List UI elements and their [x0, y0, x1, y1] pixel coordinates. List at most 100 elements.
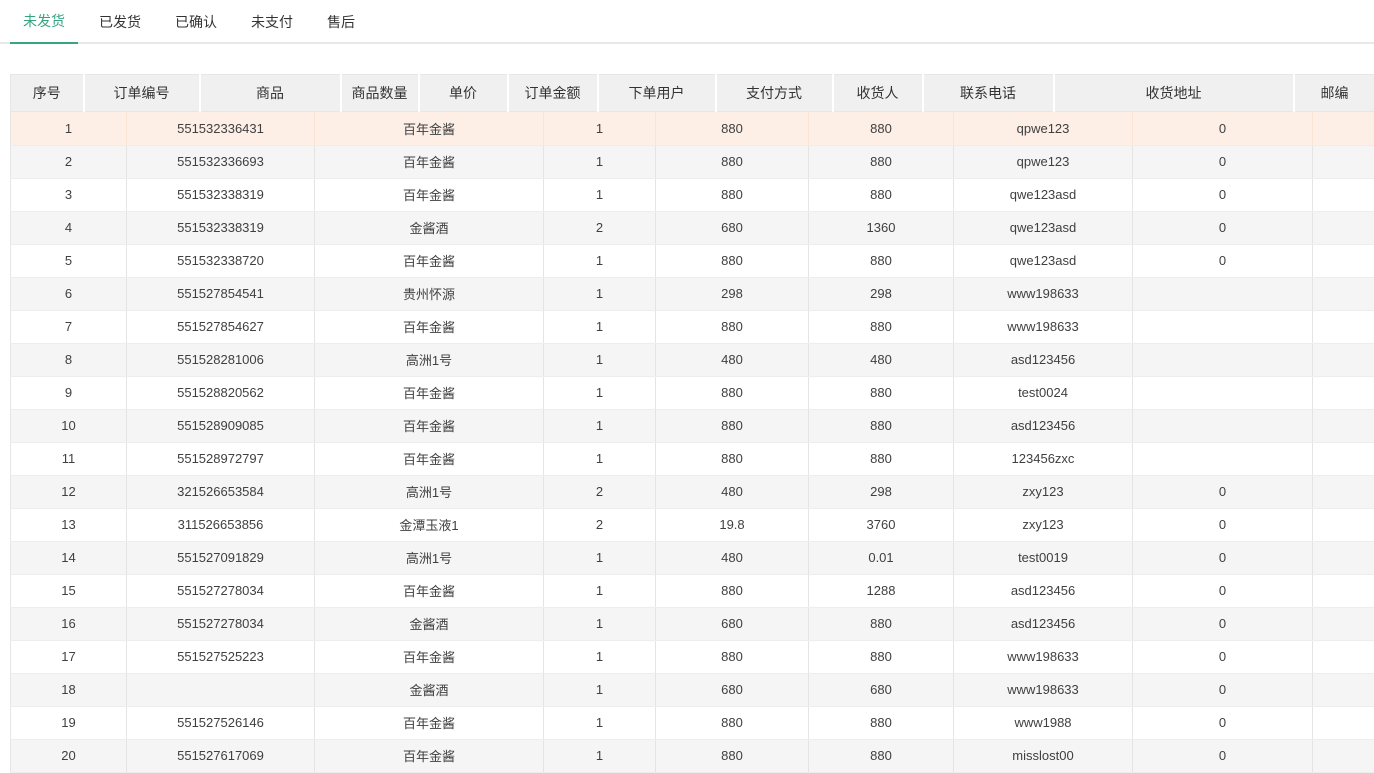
table-cell: 金酱酒: [315, 607, 544, 640]
table-cell: [1313, 310, 1374, 343]
column-header: 收货地址: [1054, 75, 1294, 112]
table-cell: [1133, 277, 1313, 310]
table-cell: 880: [809, 640, 954, 673]
table-cell: 1: [544, 145, 656, 178]
table-cell: 16: [11, 607, 127, 640]
table-cell: 680: [809, 673, 954, 706]
table-cell: 298: [656, 277, 809, 310]
table-cell: 百年金酱: [315, 376, 544, 409]
table-cell: 金酱酒: [315, 211, 544, 244]
table-cell: qpwe123: [954, 145, 1133, 178]
table-cell: www198633: [954, 640, 1133, 673]
tab-售后[interactable]: 售后: [314, 0, 368, 44]
table-cell: 百年金酱: [315, 310, 544, 343]
table-cell: 17: [11, 640, 127, 673]
table-cell: 1: [544, 739, 656, 772]
table-cell: 880: [656, 112, 809, 145]
table-cell: 551532338319: [127, 178, 315, 211]
table-cell: 13: [11, 508, 127, 541]
table-cell: [1133, 376, 1313, 409]
table-cell: 880: [656, 310, 809, 343]
table-cell: www198633: [954, 310, 1133, 343]
table-cell: 12: [11, 475, 127, 508]
table-cell: [1313, 211, 1374, 244]
tab-已确认[interactable]: 已确认: [162, 0, 230, 44]
table-cell: qwe123asd: [954, 178, 1133, 211]
table-cell: [1133, 310, 1313, 343]
table-cell: 百年金酱: [315, 409, 544, 442]
table-cell: 5: [11, 244, 127, 277]
table-cell: 高洲1号: [315, 541, 544, 574]
table-cell: 18: [11, 673, 127, 706]
table-cell: 0: [1133, 607, 1313, 640]
table-cell: [1313, 475, 1374, 508]
column-header: 商品: [200, 75, 341, 112]
table-cell: 551527091829: [127, 541, 315, 574]
table-cell: 480: [656, 343, 809, 376]
table-cell: 高洲1号: [315, 343, 544, 376]
table-cell: www1988: [954, 706, 1133, 739]
table-cell: 0: [1133, 640, 1313, 673]
table-cell: [1313, 541, 1374, 574]
table-cell: 551527525223: [127, 640, 315, 673]
table-cell: 551528281006: [127, 343, 315, 376]
table-cell: 880: [809, 409, 954, 442]
table-cell: 百年金酱: [315, 640, 544, 673]
table-cell: asd123456: [954, 409, 1133, 442]
table-cell: 1: [544, 574, 656, 607]
table-cell: 14: [11, 541, 127, 574]
table-cell: 金酱酒: [315, 673, 544, 706]
table-cell: www198633: [954, 673, 1133, 706]
tab-已发货[interactable]: 已发货: [86, 0, 154, 44]
orders-table-header: 序号订单编号商品商品数量单价订单金额下单用户支付方式收货人联系电话收货地址邮编: [10, 74, 1374, 112]
table-cell: 0: [1133, 541, 1313, 574]
table-cell: 3: [11, 178, 127, 211]
table-cell: 480: [809, 343, 954, 376]
table-cell: test0019: [954, 541, 1133, 574]
table-cell: 1: [544, 541, 656, 574]
table-cell: 0: [1133, 211, 1313, 244]
table-cell: 1: [544, 607, 656, 640]
table-cell: 百年金酱: [315, 739, 544, 772]
table-cell: 19: [11, 706, 127, 739]
table-cell: 680: [656, 673, 809, 706]
table-cell: 551532338319: [127, 211, 315, 244]
table-cell: 2: [11, 145, 127, 178]
table-cell: 百年金酱: [315, 706, 544, 739]
table-cell: 0: [1133, 508, 1313, 541]
tab-未发货[interactable]: 未发货: [10, 0, 78, 44]
table-cell: 880: [809, 376, 954, 409]
table-cell: 880: [656, 574, 809, 607]
tab-bar: 未发货已发货已确认未支付售后: [0, 0, 1374, 44]
table-cell: 1: [544, 310, 656, 343]
table-cell: 百年金酱: [315, 244, 544, 277]
table-cell: 551527617069: [127, 739, 315, 772]
table-cell: 百年金酱: [315, 574, 544, 607]
table-cell: 321526653584: [127, 475, 315, 508]
tab-未支付[interactable]: 未支付: [238, 0, 306, 44]
table-cell: [1133, 343, 1313, 376]
table-cell: 880: [656, 409, 809, 442]
table-cell: 480: [656, 541, 809, 574]
table-cell: 880: [809, 112, 954, 145]
